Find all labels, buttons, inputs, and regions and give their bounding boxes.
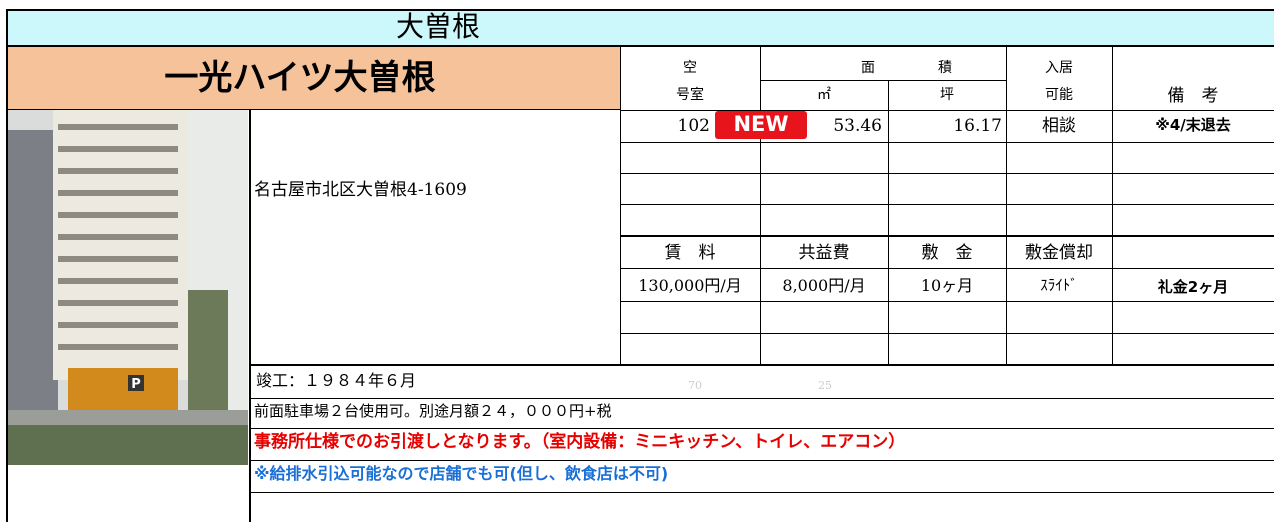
rule bbox=[620, 333, 1274, 334]
rule bbox=[620, 142, 1274, 143]
banner-bg bbox=[6, 9, 1274, 47]
amortization: ｽﾗｲﾄﾞ bbox=[1040, 276, 1078, 294]
parking-note: 前面駐車場２台使用可。別途月額２４，０００円+税 bbox=[254, 402, 612, 420]
building-name: 一光ハイツ大曽根 bbox=[164, 58, 436, 98]
new-badge: NEW bbox=[733, 112, 789, 136]
note: ※4/末退去 bbox=[1155, 116, 1231, 134]
fee-header: 敷金償却 bbox=[1025, 243, 1093, 263]
divider bbox=[249, 110, 251, 522]
rule bbox=[620, 173, 1274, 174]
header: 号室 bbox=[676, 87, 704, 103]
rule bbox=[250, 364, 1274, 366]
banner-title: 大曽根 bbox=[395, 10, 481, 43]
move-in: 相談 bbox=[1042, 116, 1076, 136]
header: 坪 bbox=[940, 87, 954, 103]
photo-sign: P bbox=[131, 377, 141, 392]
rule bbox=[250, 460, 1274, 461]
room: 102 bbox=[677, 116, 710, 136]
name-bg bbox=[6, 47, 620, 110]
rule bbox=[620, 268, 1274, 269]
header: 入居 bbox=[1045, 60, 1073, 76]
rule bbox=[620, 47, 621, 365]
header: ㎡ bbox=[817, 87, 831, 103]
rule bbox=[888, 80, 889, 365]
header: 空 bbox=[683, 60, 697, 76]
left-border bbox=[6, 47, 8, 522]
rule bbox=[1006, 47, 1007, 365]
handover-note: 事務所仕様でのお引渡しとなります。（室内設備：ミニキッチン、トイレ、エアコン） bbox=[254, 432, 906, 452]
completion: 竣工：１９８４年６月 bbox=[256, 371, 417, 390]
rule bbox=[620, 301, 1274, 302]
common-fee: 8,000円/月 bbox=[782, 276, 866, 295]
rule bbox=[250, 492, 1274, 493]
rule bbox=[250, 398, 1274, 399]
rule bbox=[620, 204, 1274, 205]
rent: 130,000円/月 bbox=[638, 276, 742, 295]
faint-text: 70 bbox=[688, 379, 702, 392]
header: 備 考 bbox=[1167, 86, 1219, 106]
fee-header: 共益費 bbox=[798, 243, 850, 263]
header: 面 bbox=[861, 60, 875, 76]
store-note: ※給排水引込可能なので店舗でも可(但し、飲食店は不可) bbox=[254, 464, 669, 483]
rule bbox=[620, 235, 1274, 237]
faint-text: 25 bbox=[818, 379, 832, 392]
deposit: 10ヶ月 bbox=[920, 276, 974, 295]
header: 積 bbox=[938, 60, 952, 76]
tsubo: 16.17 bbox=[953, 116, 1002, 136]
sqm: 53.46 bbox=[833, 116, 882, 136]
rule bbox=[620, 110, 1274, 111]
rule bbox=[760, 47, 761, 365]
key-money: 礼金2ヶ月 bbox=[1157, 278, 1229, 296]
rule bbox=[760, 80, 1006, 81]
building-photo: P bbox=[8, 110, 248, 465]
fee-header: 賃 料 bbox=[664, 243, 716, 263]
header: 可能 bbox=[1045, 87, 1073, 103]
address: 名古屋市北区大曽根4-1609 bbox=[254, 180, 467, 200]
badge-bg bbox=[715, 111, 807, 139]
rule bbox=[1112, 47, 1113, 365]
fee-header: 敷 金 bbox=[921, 243, 973, 263]
rule bbox=[250, 428, 1274, 429]
